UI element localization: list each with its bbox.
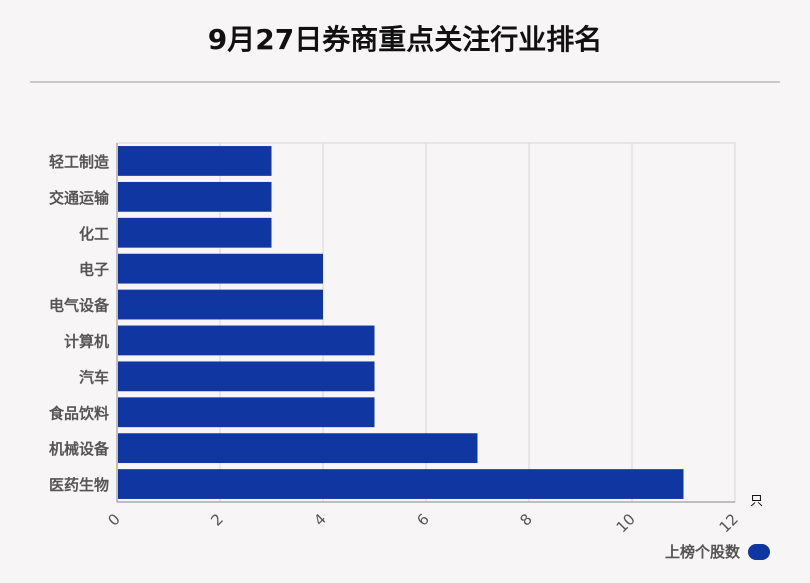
x-tick-label: 2 bbox=[207, 510, 226, 529]
y-tick-label: 汽车 bbox=[79, 368, 109, 386]
bar bbox=[118, 146, 272, 176]
bar bbox=[118, 217, 272, 248]
x-tick-label: 8 bbox=[516, 510, 535, 529]
y-tick-label: 电子 bbox=[79, 261, 109, 279]
chart-title: 9月27日券商重点关注行业排名 bbox=[207, 23, 603, 56]
y-tick-label: 交通运输 bbox=[49, 189, 110, 207]
bar bbox=[118, 361, 375, 392]
x-tick-label: 10 bbox=[613, 510, 639, 536]
legend-label: 上榜个股数 bbox=[664, 543, 740, 561]
x-tick-label: 0 bbox=[104, 510, 123, 529]
x-tick-label: 4 bbox=[310, 510, 329, 529]
bar bbox=[118, 325, 375, 356]
x-tick-label: 6 bbox=[413, 510, 432, 529]
y-tick-label: 轻工制造 bbox=[49, 153, 109, 171]
bar bbox=[118, 181, 272, 212]
y-tick-label: 计算机 bbox=[64, 332, 109, 350]
bar bbox=[118, 289, 323, 320]
y-tick-label: 食品饮料 bbox=[49, 404, 109, 422]
legend-swatch bbox=[748, 543, 770, 560]
legend[interactable]: 上榜个股数 bbox=[665, 541, 770, 562]
bar bbox=[118, 469, 684, 499]
x-unit-label: 只 bbox=[750, 494, 763, 509]
bar bbox=[118, 433, 478, 464]
bar bbox=[118, 253, 323, 284]
x-tick-label: 12 bbox=[716, 510, 742, 536]
y-tick-label: 化工 bbox=[79, 225, 109, 243]
y-tick-label: 电气设备 bbox=[49, 297, 110, 315]
title-divider bbox=[30, 81, 780, 83]
bar bbox=[118, 397, 375, 428]
y-tick-label: 医药生物 bbox=[49, 476, 109, 494]
y-tick-label: 机械设备 bbox=[49, 440, 110, 458]
